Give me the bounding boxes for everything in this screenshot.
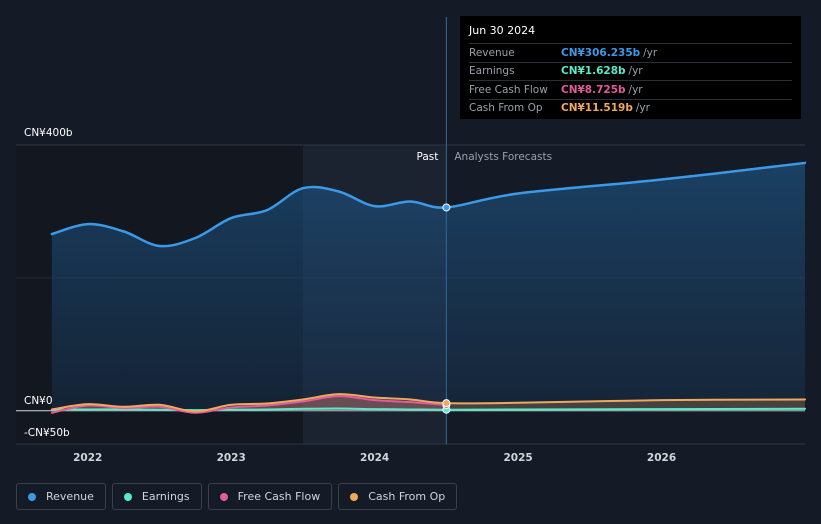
x-tick-label-2022: 2022 xyxy=(73,452,102,464)
tooltip-row-value: CN¥8.725b xyxy=(561,83,626,96)
tooltip-row-value: CN¥306.235b xyxy=(561,46,641,59)
tooltip-row-free-cash-flow: Free Cash Flow CN¥8.725b/yr xyxy=(469,80,792,99)
tooltip-row-cash-from-op: Cash From Op CN¥11.519b/yr xyxy=(469,98,792,118)
tooltip-row-label: Free Cash Flow xyxy=(469,83,548,96)
legend-item-cash-from-op[interactable]: Cash From Op xyxy=(338,483,458,510)
tooltip-date: Jun 30 2024 xyxy=(469,24,536,37)
line-revenue xyxy=(50,161,807,248)
legend-label: Revenue xyxy=(46,490,94,503)
tooltip-row-label: Earnings xyxy=(469,65,515,78)
x-tick-label-2026: 2026 xyxy=(647,452,676,464)
tooltip-row-unit: /yr xyxy=(643,46,658,59)
tooltip-row-revenue: Revenue CN¥306.235b/yr xyxy=(469,43,792,62)
legend-item-revenue[interactable]: Revenue xyxy=(16,483,106,510)
line-cash-from-op xyxy=(50,393,806,413)
legend-dot-icon xyxy=(350,492,359,501)
tooltip-row-value: CN¥1.628b xyxy=(561,65,626,78)
tooltip-row-label: Cash From Op xyxy=(469,102,543,115)
legend-label: Cash From Op xyxy=(368,490,446,503)
x-tick-label-2025: 2025 xyxy=(503,452,532,464)
y-tick-label--50: -CN¥50b xyxy=(24,427,70,439)
tooltip-row-label: Revenue xyxy=(469,46,515,59)
legend-label: Earnings xyxy=(141,490,190,503)
legend-dot-icon xyxy=(123,492,132,501)
x-tick-label-2024: 2024 xyxy=(360,452,389,464)
past-label: Past xyxy=(416,151,438,163)
legend-dot-icon xyxy=(28,492,36,501)
area-revenue xyxy=(51,162,805,411)
tooltip-row-unit: /yr xyxy=(628,83,643,96)
legend-dot-icon xyxy=(219,492,228,501)
tooltip-panel: Jun 30 2024 Revenue CN¥306.235b/yr Earning… xyxy=(460,16,801,119)
legend-label: Free Cash Flow xyxy=(237,490,321,503)
legend-item-earnings[interactable]: Earnings xyxy=(111,483,202,510)
legend-item-free-cash-flow[interactable]: Free Cash Flow xyxy=(207,483,333,510)
x-tick-label-2023: 2023 xyxy=(217,452,246,464)
line-earnings xyxy=(50,407,806,412)
y-tick-label-400: CN¥400b xyxy=(24,127,73,139)
marker-revenue xyxy=(442,203,451,212)
tooltip-row-earnings: Earnings CN¥1.628b/yr xyxy=(469,61,792,81)
tooltip-row-unit: /yr xyxy=(635,102,650,115)
chart-legend: Revenue Earnings Free Cash Flow Cash From O… xyxy=(16,483,458,510)
tooltip-row-unit: /yr xyxy=(628,65,643,78)
tooltip-row-value: CN¥11.519b xyxy=(561,102,633,115)
marker-cash-from-op xyxy=(442,399,451,408)
forecast-label: Analysts Forecasts xyxy=(454,151,552,163)
y-tick-label-0: CN¥0 xyxy=(24,395,53,407)
line-free-cash-flow xyxy=(50,395,448,414)
